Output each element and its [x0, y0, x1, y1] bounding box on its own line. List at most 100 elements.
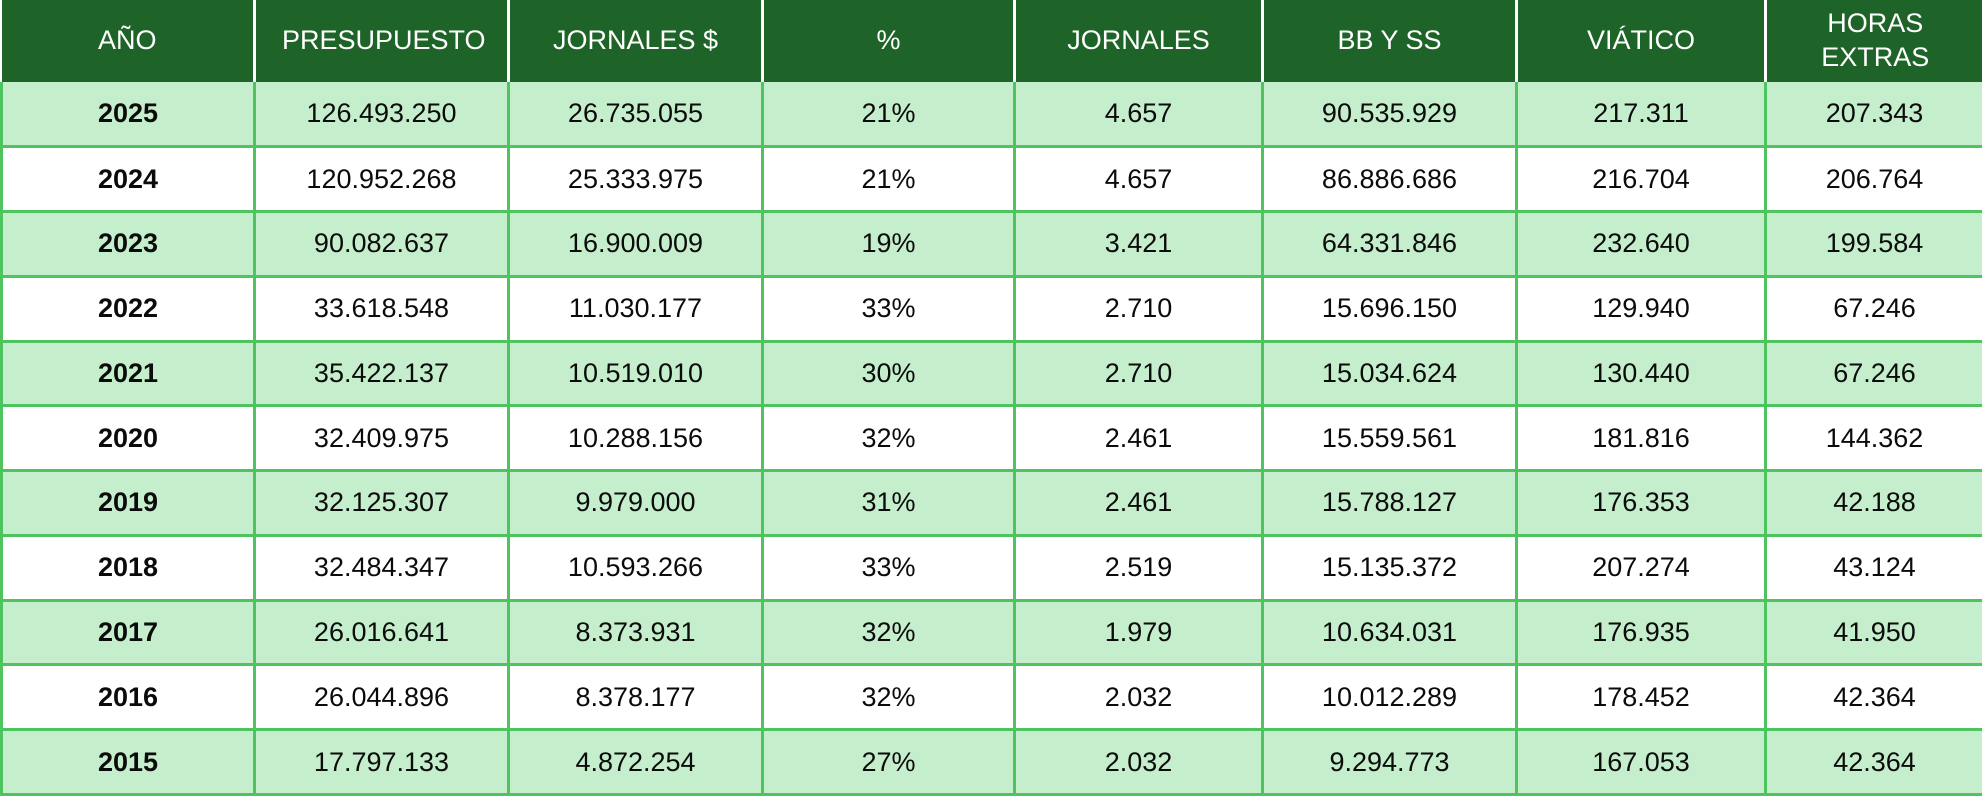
table-row-2024: 2024 120.952.268 25.333.975 21% 4.657 86.886.… — [0, 145, 1982, 214]
cell-bb-y-ss: 15.135.372 — [1261, 533, 1518, 602]
cell-: 32% — [761, 404, 1016, 473]
table-row-2016: 2016 26.044.896 8.378.177 32% 2.032 10.012.28… — [0, 663, 1982, 732]
cell-presupuesto: 120.952.268 — [253, 145, 510, 214]
cell-vi-tico: 207.274 — [1515, 533, 1767, 602]
cell-presupuesto: 35.422.137 — [253, 339, 510, 408]
cell-vi-tico: 181.816 — [1515, 404, 1767, 473]
cell-vi-tico: 217.311 — [1515, 82, 1767, 149]
cell-presupuesto: 32.409.975 — [253, 404, 510, 473]
cell-bb-y-ss: 90.535.929 — [1261, 82, 1518, 149]
cell-bb-y-ss: 10.634.031 — [1261, 598, 1518, 667]
cell-bb-y-ss: 15.788.127 — [1261, 469, 1518, 537]
cell-: 21% — [761, 145, 1016, 214]
cell-presupuesto: 17.797.133 — [253, 728, 510, 796]
cell-jornales: 10.519.010 — [507, 339, 764, 408]
table-row-2025: 2025 126.493.250 26.735.055 21% 4.657 90.535.… — [0, 82, 1982, 149]
year-cell: 2021 — [0, 339, 256, 408]
table-row-2018: 2018 32.484.347 10.593.266 33% 2.519 15.135.3… — [0, 533, 1982, 602]
cell-: 33% — [761, 274, 1016, 343]
year-cell: 2023 — [0, 210, 256, 278]
cell-presupuesto: 33.618.548 — [253, 274, 510, 343]
cell-jornales: 2.461 — [1013, 469, 1264, 537]
cell-jornales: 4.657 — [1013, 82, 1264, 149]
year-cell: 2017 — [0, 598, 256, 667]
cell-presupuesto: 26.044.896 — [253, 663, 510, 732]
cell-: 27% — [761, 728, 1016, 796]
cell-jornales: 2.032 — [1013, 663, 1264, 732]
cell-jornales: 4.657 — [1013, 145, 1264, 214]
cell-horas-extras: 41.950 — [1764, 598, 1982, 667]
cell-horas-extras: 67.246 — [1764, 274, 1982, 343]
cell-jornales: 2.461 — [1013, 404, 1264, 473]
cell-jornales: 2.032 — [1013, 728, 1264, 796]
column-header-a-o: AÑO — [1, 0, 256, 82]
year-cell: 2024 — [0, 145, 256, 214]
cell-horas-extras: 42.188 — [1764, 469, 1982, 537]
cell-vi-tico: 129.940 — [1515, 274, 1767, 343]
cell-jornales: 25.333.975 — [507, 145, 764, 214]
cell-jornales: 10.593.266 — [507, 533, 764, 602]
cell-: 31% — [761, 469, 1016, 537]
column-header-: % — [762, 0, 1016, 82]
cell-vi-tico: 176.353 — [1515, 469, 1767, 537]
cell-horas-extras: 206.764 — [1764, 145, 1982, 214]
table-row-2021: 2021 35.422.137 10.519.010 30% 2.710 15.034.6… — [0, 339, 1982, 408]
table-row-2019: 2019 32.125.307 9.979.000 31% 2.461 15.788.12… — [0, 469, 1982, 537]
cell-: 21% — [761, 82, 1016, 149]
year-cell: 2019 — [0, 469, 256, 537]
cell-jornales: 16.900.009 — [507, 210, 764, 278]
cell-jornales: 2.519 — [1013, 533, 1264, 602]
cell-jornales: 3.421 — [1013, 210, 1264, 278]
table-body: 2025 126.493.250 26.735.055 21% 4.657 90.535.… — [0, 82, 1982, 796]
table-row-2015: 2015 17.797.133 4.872.254 27% 2.032 9.294.773… — [0, 728, 1982, 796]
cell-vi-tico: 130.440 — [1515, 339, 1767, 408]
year-cell: 2016 — [0, 663, 256, 732]
cell-bb-y-ss: 9.294.773 — [1261, 728, 1518, 796]
cell-jornales: 26.735.055 — [507, 82, 764, 149]
column-header-presupuesto: PRESUPUESTO — [254, 0, 510, 82]
cell-: 30% — [761, 339, 1016, 408]
cell-horas-extras: 199.584 — [1764, 210, 1982, 278]
cell-jornales: 8.378.177 — [507, 663, 764, 732]
cell-: 32% — [761, 598, 1016, 667]
table-row-2022: 2022 33.618.548 11.030.177 33% 2.710 15.696.1… — [0, 274, 1982, 343]
cell-horas-extras: 67.246 — [1764, 339, 1982, 408]
cell-bb-y-ss: 15.034.624 — [1261, 339, 1518, 408]
cell-jornales: 10.288.156 — [507, 404, 764, 473]
cell-jornales: 11.030.177 — [507, 274, 764, 343]
year-cell: 2022 — [0, 274, 256, 343]
cell-: 19% — [761, 210, 1016, 278]
cell-: 32% — [761, 663, 1016, 732]
cell-jornales: 8.373.931 — [507, 598, 764, 667]
column-header-bb-y-ss: BB Y SS — [1262, 0, 1518, 82]
year-cell: 2025 — [0, 82, 256, 149]
cell-presupuesto: 32.484.347 — [253, 533, 510, 602]
cell-horas-extras: 144.362 — [1764, 404, 1982, 473]
cell-vi-tico: 232.640 — [1515, 210, 1767, 278]
cell-bb-y-ss: 10.012.289 — [1261, 663, 1518, 732]
cell-jornales: 2.710 — [1013, 339, 1264, 408]
cell-presupuesto: 126.493.250 — [253, 82, 510, 149]
cell-jornales: 1.979 — [1013, 598, 1264, 667]
cell-horas-extras: 42.364 — [1764, 728, 1982, 796]
column-header-vi-tico: VIÁTICO — [1516, 0, 1767, 82]
cell-horas-extras: 42.364 — [1764, 663, 1982, 732]
table-row-2017: 2017 26.016.641 8.373.931 32% 1.979 10.634.03… — [0, 598, 1982, 667]
year-cell: 2015 — [0, 728, 256, 796]
cell-vi-tico: 216.704 — [1515, 145, 1767, 214]
cell-horas-extras: 43.124 — [1764, 533, 1982, 602]
column-header-jornales: JORNALES — [1014, 0, 1264, 82]
cell-horas-extras: 207.343 — [1764, 82, 1982, 149]
header-row: AÑO PRESUPUESTO JORNALES $% JORNALES BB Y SS… — [1, 0, 1982, 82]
cell-jornales: 2.710 — [1013, 274, 1264, 343]
cell-vi-tico: 176.935 — [1515, 598, 1767, 667]
column-header-jornales: JORNALES $ — [508, 0, 764, 82]
cell-bb-y-ss: 15.696.150 — [1261, 274, 1518, 343]
cell-bb-y-ss: 64.331.846 — [1261, 210, 1518, 278]
cell-jornales: 9.979.000 — [507, 469, 764, 537]
cell-presupuesto: 90.082.637 — [253, 210, 510, 278]
cell-bb-y-ss: 86.886.686 — [1261, 145, 1518, 214]
cell-jornales: 4.872.254 — [507, 728, 764, 796]
